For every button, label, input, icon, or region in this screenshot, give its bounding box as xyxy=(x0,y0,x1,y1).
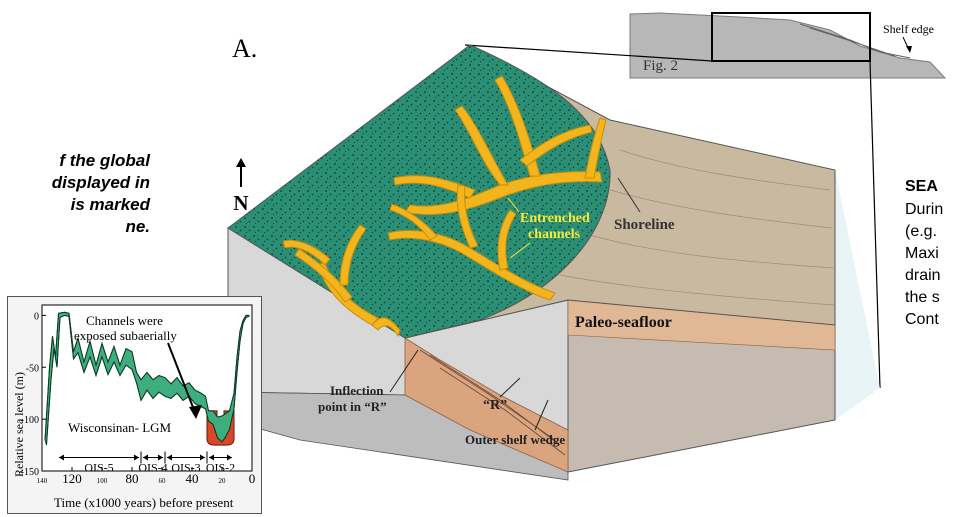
north-arrow: N xyxy=(224,158,258,216)
y-tick-label: 0 xyxy=(34,311,39,322)
stage-label: OIS-5 xyxy=(84,461,113,475)
exposed-annotation-line1: Channels were xyxy=(86,313,163,328)
zoom-line-left xyxy=(464,44,713,62)
x-tick-label: 140 xyxy=(37,477,48,485)
x-tick-label: 100 xyxy=(97,477,108,485)
stage-label: OIS-3 xyxy=(171,461,200,475)
panel-label: A. xyxy=(232,34,258,63)
right-panel-line: Cont xyxy=(905,311,939,328)
sea-level-lower-line xyxy=(46,314,250,446)
right-panel-line: Durin xyxy=(905,201,944,218)
stage-arrow-head xyxy=(209,454,214,461)
r-pointer xyxy=(499,377,521,398)
x-tick-label: 60 xyxy=(159,477,167,485)
right-panel-line: the s xyxy=(905,289,940,306)
zoom-line-right xyxy=(869,60,881,389)
stage-arrow-head xyxy=(143,454,148,461)
channels-pointer xyxy=(509,242,531,259)
profile-zoom-box xyxy=(711,12,871,62)
sea-level-inset: 140 120 100 80 60 40 20 0 0 -50 -100 -150 OIS-5 OIS-… xyxy=(7,296,262,514)
right-panel-line: (e.g. xyxy=(905,223,938,240)
stage-arrow-head xyxy=(167,454,172,461)
x-tick-label: 40 xyxy=(186,471,199,486)
right-panel-line: drain xyxy=(905,267,941,284)
x-tick-label: 120 xyxy=(62,471,82,486)
exposed-arrow-head xyxy=(189,405,202,419)
stage-arrow-head xyxy=(158,454,163,461)
shoreline-label: Shoreline xyxy=(614,217,675,233)
y-axis-label: Relative sea level (m) xyxy=(12,372,26,477)
inflection-label-line1: Inflection xyxy=(330,383,384,398)
channels-label-line1: Entrenched xyxy=(520,211,590,226)
chart-stage-group: OIS-5 OIS-4 OIS-3 OIS-2 xyxy=(59,451,235,475)
right-panel-line: Maxi xyxy=(905,245,939,262)
outer-shelf-pointer xyxy=(534,399,549,431)
profile-figure: Fig. 2 Shelf edge xyxy=(625,4,947,79)
left-caption: f the global displayed in is marked ne. xyxy=(0,150,150,238)
left-caption-line: f the global xyxy=(59,151,150,170)
exposed-arrow xyxy=(167,342,197,416)
right-panel-body: Durin (e.g. Maxi drain the s Cont xyxy=(905,199,943,331)
y-tick-label: -150 xyxy=(21,467,39,478)
shelf-edge-label: Shelf edge xyxy=(883,22,934,36)
stage-label: OIS-2 xyxy=(206,461,235,475)
outer-shelf-label: Outer shelf wedge xyxy=(465,432,565,447)
lgm-annotation: Wisconsinan- LGM xyxy=(68,420,172,435)
stage-arrow-head xyxy=(59,454,64,461)
sea-level-upper-line xyxy=(44,311,249,440)
north-arrow-icon xyxy=(236,158,246,187)
channels-label-line2: channels xyxy=(528,227,581,242)
stage-label: OIS-4 xyxy=(138,461,167,475)
channels-pointer xyxy=(507,197,520,213)
inflection-label-line2: point in “R” xyxy=(318,399,387,414)
r-label: “R” xyxy=(483,398,507,413)
inflection-pointer xyxy=(389,349,419,393)
shoreline-pointer xyxy=(617,177,641,213)
north-label: N xyxy=(233,191,249,215)
profile-fig-label: Fig. 2 xyxy=(643,58,678,74)
stage-arrow-head xyxy=(227,454,232,461)
left-caption-line: ne. xyxy=(125,217,150,236)
paleo-seafloor-label: Paleo-seafloor xyxy=(575,314,672,331)
entrenched-channels xyxy=(282,75,607,338)
left-caption-line: displayed in xyxy=(51,173,150,192)
x-tick-label: 0 xyxy=(249,471,256,486)
y-tick-label: -100 xyxy=(21,415,39,426)
chart-series-group xyxy=(44,311,250,446)
y-tick-label: -50 xyxy=(26,363,39,374)
x-axis-label: Time (x1000 years) before present xyxy=(54,495,234,510)
stage-arrow-head xyxy=(200,454,205,461)
exposed-annotation-line2: exposed subaerially xyxy=(74,328,177,343)
x-tick-label: 20 xyxy=(219,477,227,485)
stage-arrow-head xyxy=(134,454,139,461)
x-tick-label: 80 xyxy=(126,471,139,486)
sea-level-chart: 140 120 100 80 60 40 20 00-50-100-150 OIS-5 OIS-… xyxy=(12,304,256,510)
right-panel-title: SEA xyxy=(905,178,938,195)
chart-tick-group: 140 120 100 80 60 40 20 0 0 -50 -100 -150 xyxy=(21,311,256,486)
left-caption-line: is marked xyxy=(70,195,150,214)
